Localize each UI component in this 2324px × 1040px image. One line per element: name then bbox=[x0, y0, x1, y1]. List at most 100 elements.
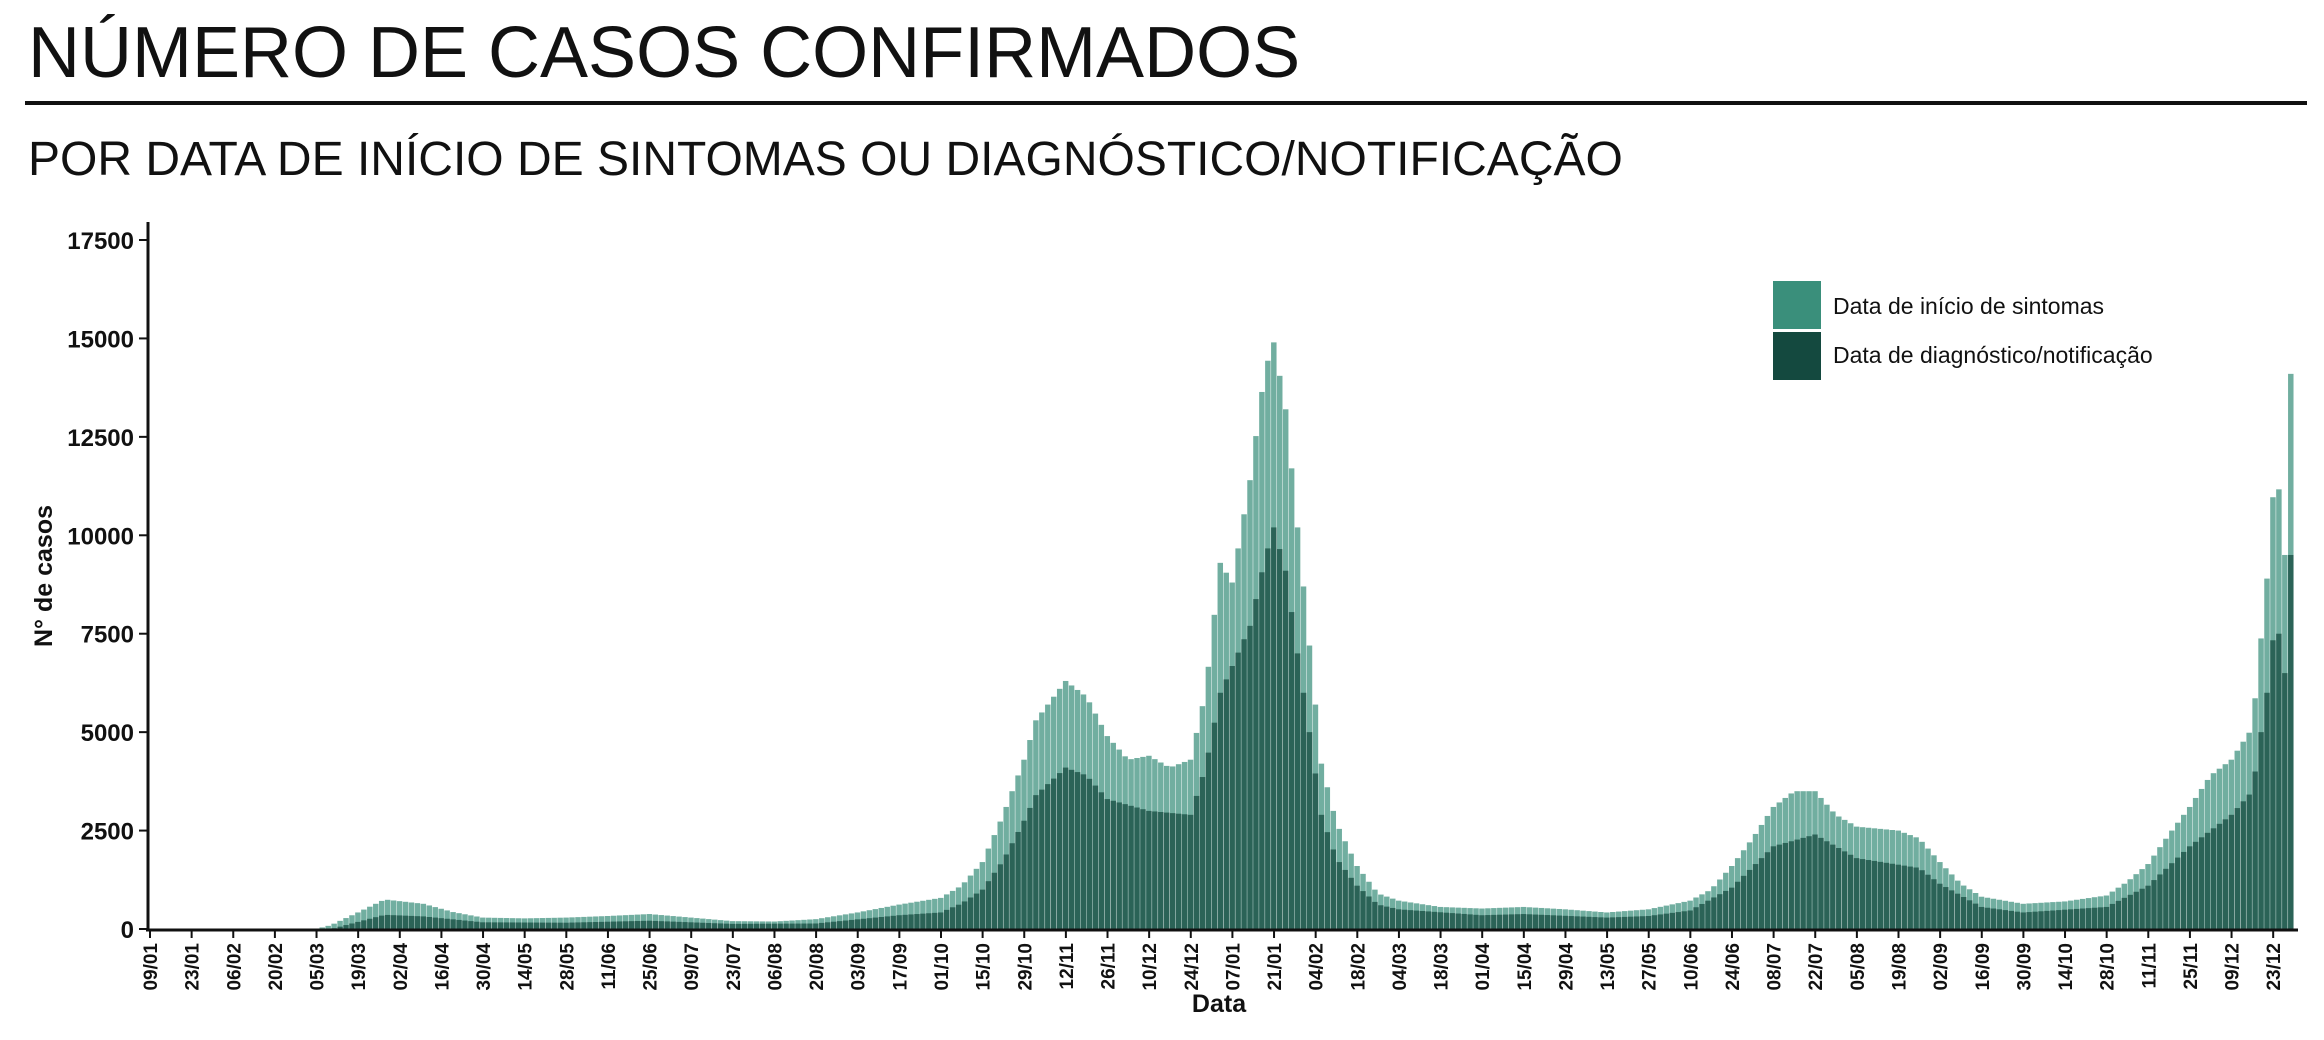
bar-diagnosis bbox=[2145, 885, 2151, 929]
bar-diagnosis bbox=[1990, 908, 1997, 929]
bar-diagnosis bbox=[854, 919, 861, 929]
x-tick-label: 28/10 bbox=[2098, 943, 2119, 991]
bar-diagnosis bbox=[753, 923, 760, 929]
bar-diagnosis bbox=[789, 923, 795, 929]
x-axis-ticks: 09/01 23/01 06/02 20/02 05/03 19/03 02/04 16/04… bbox=[141, 930, 2285, 991]
bar-diagnosis bbox=[2222, 819, 2229, 929]
bar-diagnosis bbox=[2127, 894, 2133, 929]
bar-diagnosis bbox=[2079, 908, 2086, 929]
bar-diagnosis bbox=[985, 881, 992, 929]
bar-diagnosis bbox=[1116, 802, 1122, 929]
bar-diagnosis bbox=[1491, 914, 1497, 929]
bar-diagnosis bbox=[1663, 913, 1670, 929]
bar-diagnosis bbox=[1610, 917, 1616, 929]
bar-diagnosis bbox=[676, 921, 682, 929]
bar-diagnosis bbox=[408, 915, 415, 929]
x-tick-label: 06/02 bbox=[224, 943, 245, 991]
bar-symptom-onset bbox=[390, 900, 397, 929]
bar-diagnosis bbox=[420, 916, 427, 929]
bar-diagnosis bbox=[1746, 869, 1753, 929]
bar-diagnosis bbox=[1288, 612, 1295, 929]
bar-diagnosis bbox=[1616, 917, 1622, 929]
bar-diagnosis bbox=[1473, 914, 1479, 929]
bar-diagnosis bbox=[515, 922, 522, 929]
bar-diagnosis bbox=[1633, 916, 1640, 929]
bar-diagnosis bbox=[444, 918, 450, 929]
y-tick-label: 7500 bbox=[81, 622, 134, 649]
bar-diagnosis bbox=[712, 923, 718, 929]
bar-diagnosis bbox=[2020, 912, 2026, 929]
bar-diagnosis bbox=[1669, 912, 1675, 929]
bar-diagnosis bbox=[1366, 896, 1372, 929]
bar-diagnosis bbox=[1449, 913, 1455, 929]
bar-diagnosis bbox=[943, 909, 950, 929]
bar-diagnosis bbox=[1972, 903, 1979, 929]
bar-diagnosis bbox=[1092, 785, 1099, 929]
bar-diagnosis bbox=[2270, 640, 2276, 929]
bar-diagnosis bbox=[1086, 778, 1093, 929]
bar-diagnosis bbox=[593, 922, 599, 929]
x-tick-label: 08/07 bbox=[1765, 943, 1786, 991]
bar-diagnosis bbox=[1794, 839, 1800, 929]
bar-diagnosis bbox=[1913, 867, 1919, 929]
bar-diagnosis bbox=[497, 922, 504, 929]
bar-diagnosis bbox=[2252, 771, 2258, 929]
bar-diagnosis bbox=[902, 914, 908, 929]
bar-diagnosis bbox=[1193, 795, 1200, 929]
bar-diagnosis bbox=[1312, 773, 1319, 929]
x-tick-label: 11/11 bbox=[2139, 943, 2160, 989]
bar-diagnosis bbox=[2103, 906, 2110, 929]
y-axis-ticks: 0 2500 5000 7500 10000 12500 15000 17500 bbox=[67, 228, 148, 944]
x-tick-label: 17/09 bbox=[890, 943, 911, 991]
bar-diagnosis bbox=[628, 921, 635, 929]
bar-diagnosis bbox=[581, 922, 587, 929]
bar-diagnosis bbox=[2050, 910, 2056, 929]
bar-diagnosis bbox=[1937, 883, 1943, 929]
bar-diagnosis bbox=[1080, 774, 1087, 929]
bar-symptom-onset bbox=[325, 925, 331, 929]
x-tick-label: 04/03 bbox=[1390, 943, 1411, 991]
bar-diagnosis bbox=[1550, 915, 1557, 929]
bar-diagnosis bbox=[1740, 875, 1747, 929]
bar-diagnosis bbox=[1800, 837, 1806, 929]
bar-diagnosis bbox=[1354, 885, 1360, 929]
y-tick-label: 17500 bbox=[67, 228, 134, 255]
bar-diagnosis bbox=[973, 893, 980, 929]
bar-diagnosis bbox=[1300, 692, 1307, 929]
bar-diagnosis bbox=[1812, 834, 1818, 929]
x-tick-label: 27/05 bbox=[1640, 943, 1661, 991]
bar-diagnosis bbox=[1925, 874, 1931, 929]
x-tick-label: 16/04 bbox=[432, 943, 453, 991]
bar-diagnosis bbox=[938, 912, 944, 929]
bar-diagnosis bbox=[1455, 913, 1461, 929]
bar-diagnosis bbox=[801, 923, 807, 929]
bar-diagnosis bbox=[2186, 846, 2193, 929]
bar-diagnosis bbox=[1259, 572, 1265, 929]
bar-diagnosis bbox=[1134, 807, 1140, 929]
legend-swatch-diagnosis bbox=[1773, 332, 1821, 380]
bar-diagnosis bbox=[658, 921, 664, 929]
bar-diagnosis bbox=[1324, 832, 1331, 929]
bar-diagnosis bbox=[1461, 913, 1467, 929]
y-tick-label: 5000 bbox=[81, 720, 134, 747]
bar-diagnosis bbox=[1776, 844, 1783, 929]
bar-diagnosis bbox=[610, 921, 617, 929]
x-tick-label: 16/09 bbox=[1973, 943, 1994, 991]
series-symptom-onset-bars bbox=[319, 342, 2294, 930]
bar-diagnosis bbox=[2198, 837, 2205, 929]
bar-diagnosis bbox=[2085, 908, 2092, 929]
bar-diagnosis bbox=[1978, 906, 1985, 929]
bar-diagnosis bbox=[1187, 814, 1194, 929]
bar-diagnosis bbox=[1330, 849, 1337, 929]
x-tick-label: 18/03 bbox=[1432, 943, 1453, 991]
bar-diagnosis bbox=[1520, 914, 1527, 929]
x-tick-label: 18/02 bbox=[1348, 943, 1369, 991]
x-tick-label: 19/03 bbox=[349, 943, 370, 991]
bar-diagnosis bbox=[474, 921, 480, 929]
bar-diagnosis bbox=[1955, 893, 1961, 929]
x-tick-label: 19/08 bbox=[1890, 943, 1911, 991]
bar-diagnosis bbox=[390, 915, 397, 929]
bar-diagnosis bbox=[2008, 910, 2014, 929]
bar-diagnosis bbox=[1764, 852, 1771, 929]
bar-diagnosis bbox=[1824, 841, 1830, 929]
